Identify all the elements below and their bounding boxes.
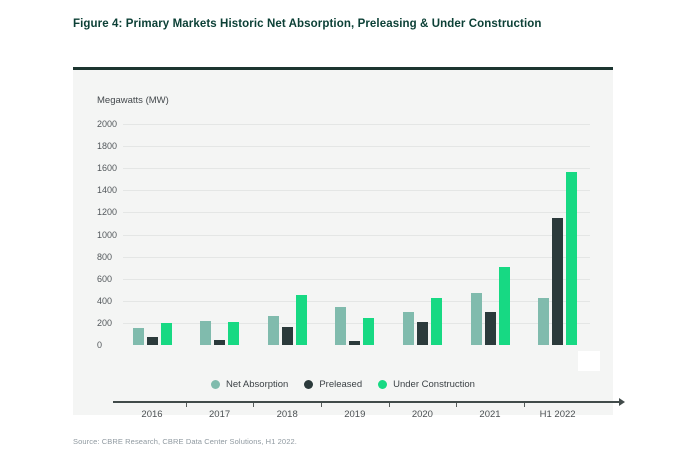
gridline-1000 [123,234,590,236]
y-axis-title: Megawatts (MW) [97,95,169,106]
x-axis-tick [185,403,187,407]
gridline-1800 [123,146,590,148]
legend-swatch-icon [378,380,388,389]
bar-group-2016 [132,322,172,345]
bar-under-construction-H1 2022 [566,171,578,345]
x-axis-tick [253,403,255,407]
legend-item-under-construction: Under Construction [378,379,475,390]
x-axis-tick [388,403,390,407]
bar-net-absorption-2018 [267,316,279,345]
bar-under-construction-2021 [498,266,510,345]
y-tick-label-1200: 1200 [97,207,118,218]
gridline-1200 [123,212,590,214]
bar-preleased-2020 [416,322,428,345]
bar-under-construction-2019 [363,317,375,345]
source-note: Source: CBRE Research, CBRE Data Center … [73,436,297,446]
bar-preleased-2016 [146,337,158,345]
bar-group-2017 [200,321,240,345]
x-tick-label-H1 2022: H1 2022 [539,409,576,420]
y-tick-label-1400: 1400 [97,185,118,196]
bar-net-absorption-2017 [200,321,212,345]
plot-area: 2000 1800 1600 1400 1200 1000 800 600 400 200 0 201… [93,119,625,420]
y-tick-label-1800: 1800 [97,141,118,152]
gridline-800 [123,256,590,258]
legend: Net Absorption Preleased Under Constructio… [73,379,613,390]
bar-group-2018 [267,294,307,345]
legend-item-net-absorption: Net Absorption [211,379,288,390]
gridline-2000 [123,124,590,125]
legend-label: Net Absorption [226,379,289,390]
bar-under-construction-2018 [295,294,307,345]
figure-title: Figure 4: Primary Markets Historic Net A… [73,17,542,30]
bar-preleased-H1 2022 [552,217,564,345]
y-tick-label-1600: 1600 [97,163,118,174]
x-tick-label-2021: 2021 [479,409,501,420]
gridline-400 [123,300,590,302]
x-tick-label-2016: 2016 [141,409,163,420]
bar-net-absorption-2016 [132,328,144,345]
x-tick-label-2019: 2019 [344,409,366,420]
gridline-1400 [123,190,590,192]
y-tick-label-1000: 1000 [97,229,118,240]
y-tick-label-800: 800 [97,251,113,262]
bar-preleased-2021 [484,312,496,345]
gridline-600 [123,278,590,280]
x-axis-line [113,401,620,403]
bar-preleased-2019 [349,341,361,345]
y-tick-label-600: 600 [97,273,113,284]
bar-net-absorption-H1 2022 [538,297,550,345]
bar-preleased-2017 [214,340,226,345]
legend-label: Under Construction [393,379,475,390]
bar-preleased-2018 [281,327,293,345]
bar-group-2019 [335,307,375,345]
bar-group-2021 [470,266,510,345]
x-tick-label-2017: 2017 [209,409,231,420]
x-axis-tick [456,403,458,407]
chart-panel: Megawatts (MW) 2000 1800 1600 1400 1200 1000 8… [73,67,625,420]
bar-group-2020 [402,297,442,345]
y-tick-label-0: 0 [97,340,103,350]
bar-group-H1 2022 [538,171,578,345]
x-tick-label-2018: 2018 [276,409,298,420]
gridline-200 [123,322,590,324]
legend-item-preleased: Preleased [304,379,362,390]
bar-net-absorption-2021 [470,293,482,345]
x-axis-tick [523,403,525,407]
bar-under-construction-2017 [228,322,240,345]
legend-swatch-icon [304,380,314,389]
x-tick-label-2020: 2020 [411,409,433,420]
y-tick-label-400: 400 [97,295,113,306]
corner-highlight-box [578,351,600,371]
panel-top-border [73,67,613,70]
y-tick-label-200: 200 [97,317,113,328]
bar-under-construction-2020 [430,297,442,345]
y-tick-label-2000: 2000 [97,119,118,129]
gridline-1600 [123,168,590,170]
bar-net-absorption-2020 [402,311,414,345]
legend-swatch-icon [211,380,221,389]
bar-net-absorption-2019 [335,307,347,345]
x-axis-tick [321,403,322,407]
bar-under-construction-2016 [160,322,172,345]
x-axis-arrow-icon [619,398,625,406]
legend-label: Preleased [319,379,363,390]
